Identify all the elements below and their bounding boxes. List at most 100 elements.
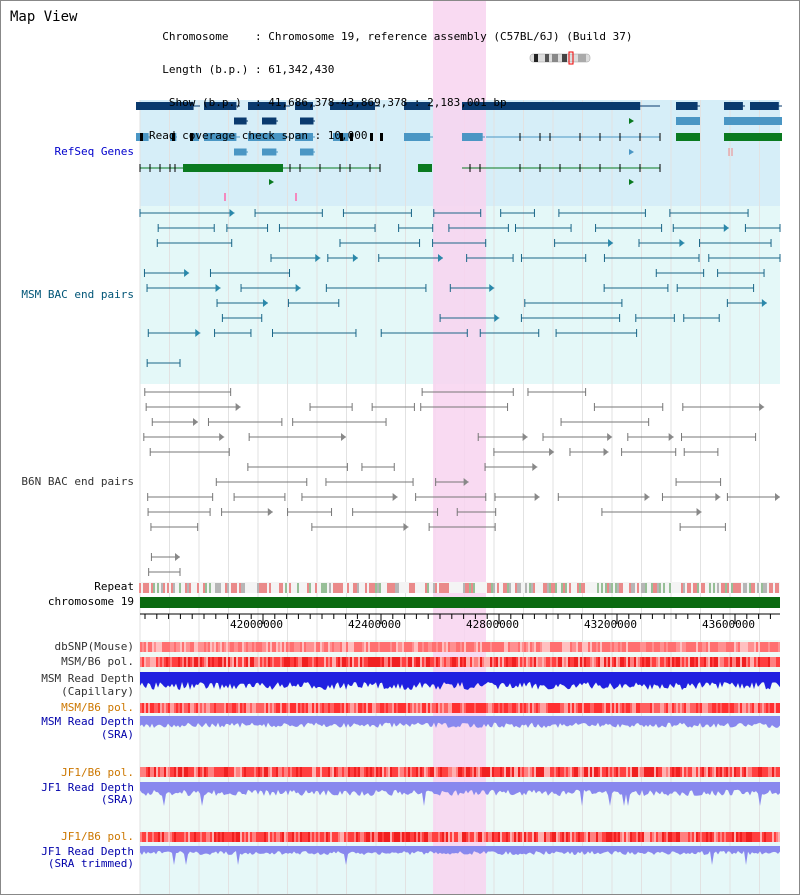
heat-cell	[548, 642, 550, 652]
heat-cell	[522, 703, 524, 713]
heat-cell	[290, 642, 292, 652]
heat-cell	[292, 703, 294, 713]
heat-cell	[338, 642, 340, 652]
track-label-msmcap2[interactable]: (Capillary)	[61, 685, 134, 698]
heat-cell	[238, 642, 240, 652]
track-label-msmbac[interactable]: MSM BAC end pairs	[21, 288, 134, 301]
heat-cell	[764, 703, 766, 713]
track-label-jf1trim2[interactable]: (SRA trimmed)	[47, 857, 134, 870]
heat-cell	[280, 642, 282, 652]
heat-cell	[524, 642, 526, 652]
heat-cell	[508, 642, 510, 652]
track-label-jf1sra1[interactable]: JF1 Read Depth	[41, 781, 134, 794]
heat-cell	[492, 767, 494, 777]
track-label-chrom[interactable]: chromosome 19	[47, 595, 134, 608]
track-label-jf1pol[interactable]: JF1/B6 pol.	[61, 766, 134, 779]
heat-cell	[212, 832, 214, 842]
heat-cell	[342, 642, 344, 652]
heat-cell	[688, 703, 690, 713]
heat-cell	[474, 703, 476, 713]
heat-cell	[508, 767, 510, 777]
track-label-jf1pol2[interactable]: JF1/B6 pol.	[61, 830, 134, 843]
heat-cell	[374, 832, 376, 842]
heat-cell	[542, 703, 544, 713]
heat-cell	[294, 832, 296, 842]
heat-cell	[460, 642, 462, 652]
bac-arrow-icon	[534, 493, 540, 501]
heat-cell	[434, 657, 436, 667]
heat-cell	[356, 657, 358, 667]
heat-cell	[662, 642, 664, 652]
heat-cell	[706, 703, 708, 713]
heat-cell	[140, 832, 142, 842]
heat-cell	[336, 703, 338, 713]
heat-cell	[566, 832, 568, 842]
heat-cell	[752, 642, 754, 652]
track-label-jf1trim1[interactable]: JF1 Read Depth	[41, 845, 134, 858]
track-label-msmsra2[interactable]: (SRA)	[100, 728, 134, 741]
heat-cell	[220, 657, 222, 667]
track-label-repeat[interactable]: Repeat	[94, 580, 134, 593]
heat-cell	[776, 642, 778, 652]
heat-cell	[158, 832, 160, 842]
heat-cell	[276, 832, 278, 842]
heat-cell	[460, 832, 462, 842]
heat-cell	[480, 642, 482, 652]
track-label-b6nbac[interactable]: B6N BAC end pairs	[21, 475, 134, 488]
gene-exon	[404, 133, 431, 141]
heat-cell	[656, 767, 658, 777]
heat-cell	[560, 767, 562, 777]
heat-cell	[350, 767, 352, 777]
heat-cell	[460, 703, 462, 713]
heat-cell	[334, 832, 336, 842]
heat-cell	[536, 703, 538, 713]
heat-cell	[454, 657, 456, 667]
heat-cell	[336, 657, 338, 667]
heat-cell	[446, 657, 448, 667]
heat-cell	[692, 657, 694, 667]
heat-cell	[148, 657, 150, 667]
track-label-msmpol2[interactable]: MSM/B6 pol.	[61, 701, 134, 714]
bac-arrow-icon	[235, 403, 241, 411]
heat-cell	[702, 767, 704, 777]
heat-cell	[714, 832, 716, 842]
heat-cell	[648, 642, 650, 652]
heat-cell	[722, 767, 724, 777]
heat-cell	[676, 703, 678, 713]
heat-cell	[432, 703, 434, 713]
heat-cell	[612, 703, 614, 713]
heat-cell	[220, 767, 222, 777]
heat-cell	[516, 832, 518, 842]
heat-cell	[148, 832, 150, 842]
heat-cell	[590, 657, 592, 667]
heat-cell	[318, 642, 320, 652]
track-label-refseq[interactable]: RefSeq Genes	[54, 145, 134, 158]
gene-exon	[190, 133, 199, 141]
heat-cell	[714, 703, 716, 713]
heat-cell	[542, 767, 544, 777]
heat-cell	[534, 657, 536, 667]
heat-cell	[394, 832, 396, 842]
heat-cell	[580, 642, 582, 652]
heat-cell	[234, 832, 236, 842]
heat-cell	[584, 657, 586, 667]
heat-cell	[498, 703, 500, 713]
heat-cell	[674, 657, 676, 667]
heat-cell	[486, 767, 488, 777]
heat-cell	[582, 767, 584, 777]
heat-cell	[514, 642, 516, 652]
heat-cell	[546, 832, 548, 842]
heat-cell	[538, 642, 540, 652]
heat-cell	[258, 642, 260, 652]
heat-cell	[582, 657, 584, 667]
track-label-msmsra1[interactable]: MSM Read Depth	[41, 715, 134, 728]
heat-cell	[642, 767, 644, 777]
heat-cell	[746, 703, 748, 713]
track-label-jf1sra2[interactable]: (SRA)	[100, 793, 134, 806]
heat-cell	[152, 642, 154, 652]
track-label-msmpol[interactable]: MSM/B6 pol.	[61, 655, 134, 668]
track-label-dbsnp[interactable]: dbSNP(Mouse)	[54, 640, 134, 653]
track-label-msmcap1[interactable]: MSM Read Depth	[41, 672, 134, 685]
heat-cell	[634, 657, 636, 667]
